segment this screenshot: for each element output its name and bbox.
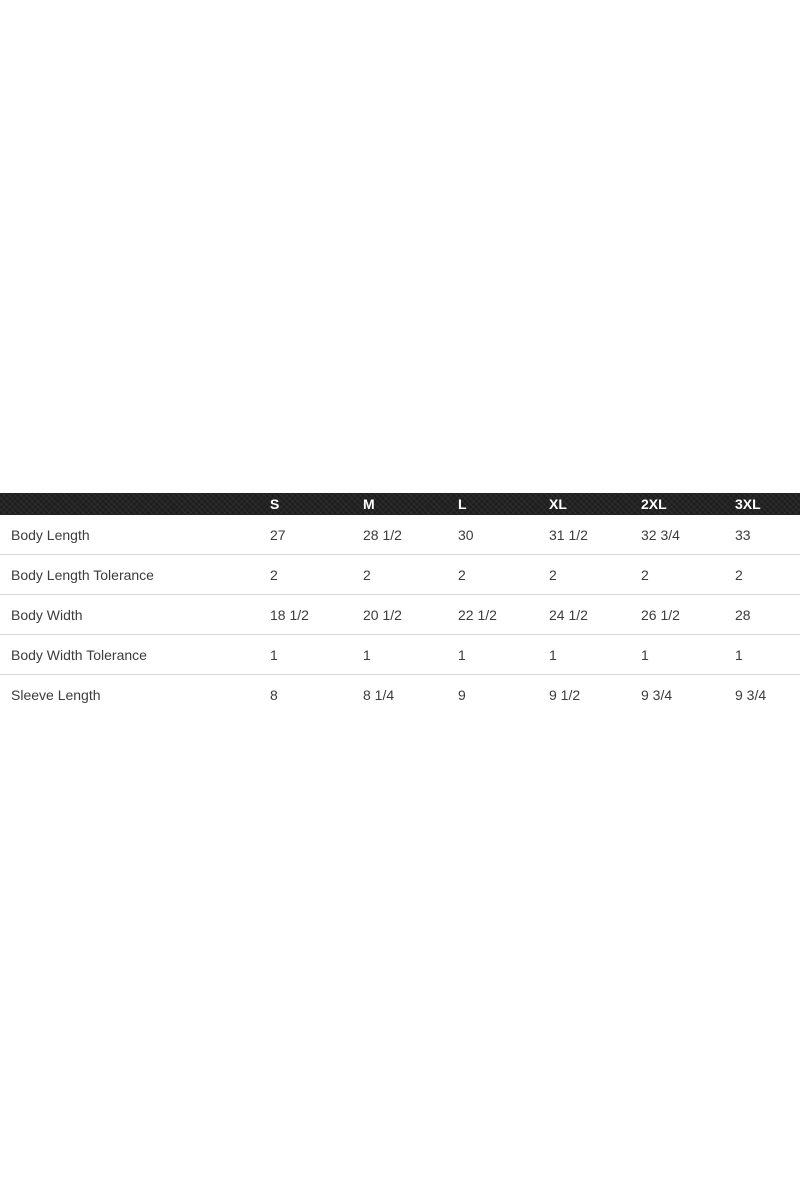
- cell-value: 1: [363, 646, 371, 663]
- cell-value: 1: [270, 646, 278, 663]
- table-row-body-width-tolerance: Body Width Tolerance 1 1 1 1 1 1: [0, 635, 800, 675]
- table-row-sleeve-length: Sleeve Length 8 8 1/4 9 9 1/2 9 3/4 9 3/…: [0, 675, 800, 715]
- cell-value: 33: [735, 526, 751, 543]
- row-label: Body Width: [11, 606, 83, 623]
- table-row-body-width: Body Width 18 1/2 20 1/2 22 1/2 24 1/2 2…: [0, 595, 800, 635]
- cell-value: 31 1/2: [549, 526, 588, 543]
- size-chart-header-row: S M L XL 2XL 3XL: [0, 493, 800, 515]
- cell-value: 9: [458, 687, 466, 703]
- cell-value: 8: [270, 687, 278, 703]
- cell-value: 1: [735, 646, 743, 663]
- table-row-body-length-tolerance: Body Length Tolerance 2 2 2 2 2 2: [0, 555, 800, 595]
- cell-value: 27: [270, 526, 286, 543]
- row-label: Body Width Tolerance: [11, 646, 147, 663]
- column-header-3xl: 3XL: [735, 496, 761, 512]
- cell-value: 28 1/2: [363, 526, 402, 543]
- cell-value: 28: [735, 606, 751, 623]
- cell-value: 8 1/4: [363, 687, 395, 703]
- cell-value: 2: [270, 566, 278, 583]
- size-chart-table: S M L XL 2XL 3XL Body Length 27 28 1/2 3…: [0, 493, 800, 715]
- cell-value: 9 3/4: [735, 687, 767, 703]
- row-label: Body Length: [11, 526, 90, 543]
- column-header-2xl: 2XL: [641, 496, 667, 512]
- column-header-l: L: [458, 496, 467, 512]
- cell-value: 1: [549, 646, 557, 663]
- cell-value: 18 1/2: [270, 606, 309, 623]
- cell-value: 26 1/2: [641, 606, 680, 623]
- cell-value: 22 1/2: [458, 606, 497, 623]
- cell-value: 20 1/2: [363, 606, 402, 623]
- cell-value: 9 3/4: [641, 687, 673, 703]
- cell-value: 2: [458, 566, 466, 583]
- cell-value: 1: [641, 646, 649, 663]
- cell-value: 1: [458, 646, 466, 663]
- cell-value: 2: [363, 566, 371, 583]
- cell-value: 32 3/4: [641, 526, 680, 543]
- column-header-xl: XL: [549, 496, 567, 512]
- cell-value: 9 1/2: [549, 687, 581, 703]
- cell-value: 24 1/2: [549, 606, 588, 623]
- cell-value: 2: [641, 566, 649, 583]
- column-header-s: S: [270, 496, 280, 512]
- row-label: Body Length Tolerance: [11, 566, 154, 583]
- table-row-body-length: Body Length 27 28 1/2 30 31 1/2 32 3/4 3…: [0, 515, 800, 555]
- cell-value: 30: [458, 526, 474, 543]
- row-label: Sleeve Length: [11, 687, 101, 703]
- cell-value: 2: [735, 566, 743, 583]
- column-header-m: M: [363, 496, 375, 512]
- cell-value: 2: [549, 566, 557, 583]
